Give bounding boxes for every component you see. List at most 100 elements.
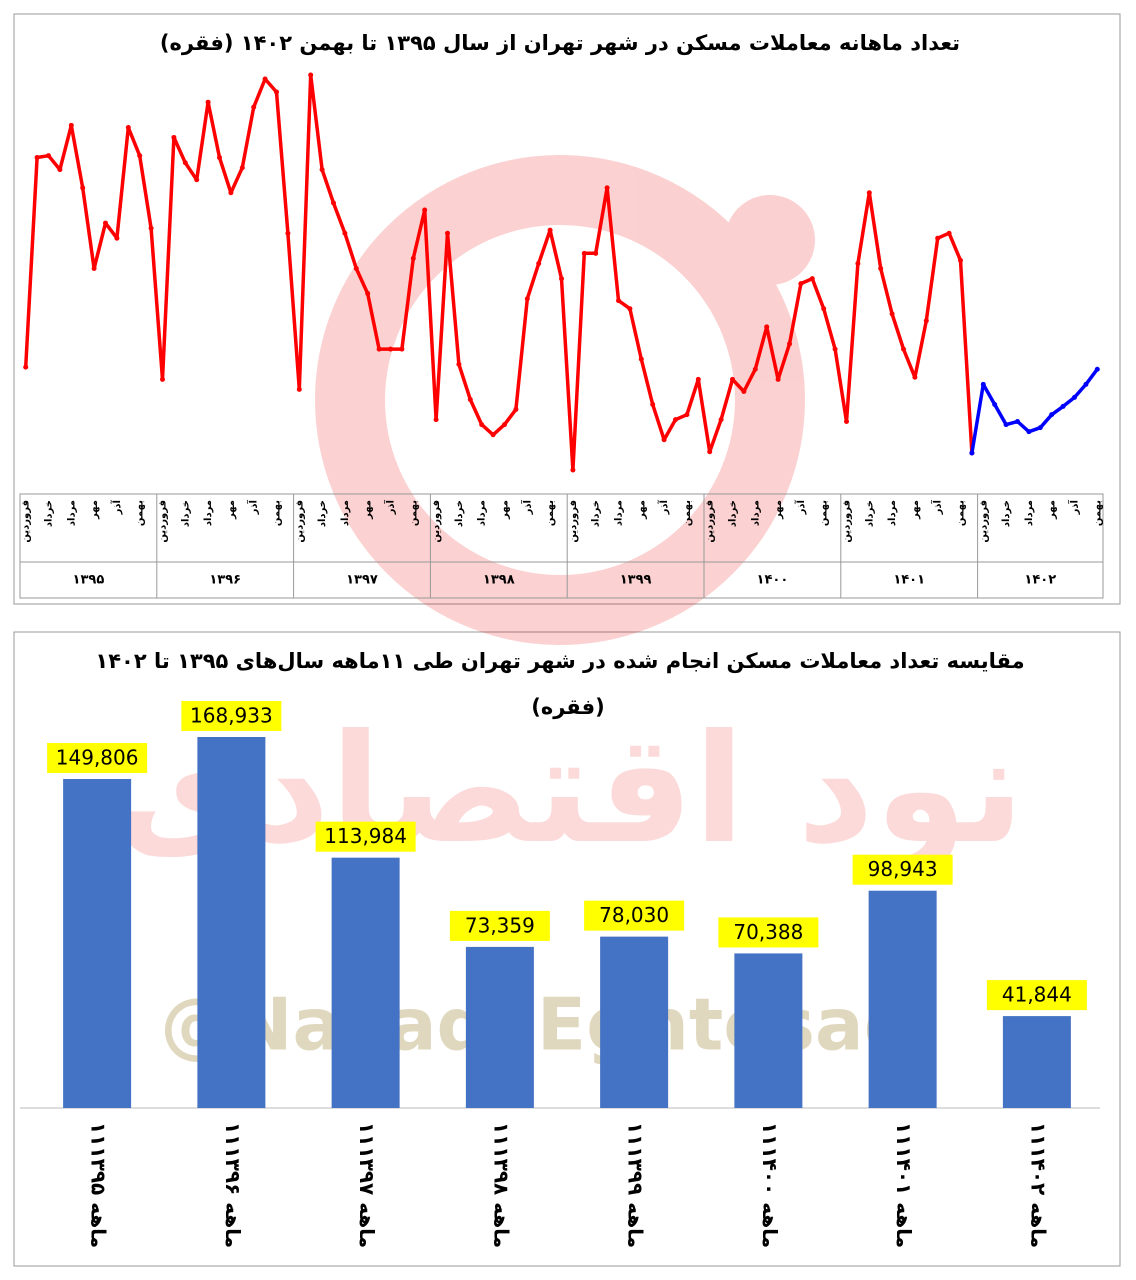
data-point — [855, 261, 861, 267]
bar — [734, 953, 803, 1108]
x-tick-label: مرداد — [887, 500, 898, 526]
data-point — [878, 265, 884, 271]
x-tick-label: خرداد — [44, 500, 55, 527]
data-point — [798, 281, 804, 287]
data-point — [342, 230, 348, 236]
x-tick-label: مرداد — [66, 500, 77, 526]
x-tick-label: خرداد — [317, 500, 328, 527]
data-point — [536, 261, 542, 267]
value-label-bg — [852, 854, 953, 885]
x-tick-label: آذر — [657, 499, 670, 515]
data-point — [399, 346, 405, 352]
x-tick-label: مهر — [910, 500, 921, 520]
x-tick-label: ۱۱ماهه ۱۴۰۱ — [892, 1122, 916, 1248]
data-point — [570, 467, 576, 473]
data-point — [91, 265, 97, 271]
data-point — [684, 412, 690, 418]
year-label: ۱۳۹۵ — [73, 573, 105, 588]
x-tick-label: مهر — [500, 500, 511, 520]
data-point — [912, 374, 918, 380]
data-point — [114, 235, 120, 241]
x-tick-label: خرداد — [1001, 500, 1012, 527]
data-point — [80, 185, 86, 191]
data-point — [217, 155, 222, 161]
value-label: 70,388 — [733, 920, 803, 944]
x-tick-label: مرداد — [750, 500, 761, 526]
data-point — [182, 160, 188, 166]
x-tick-label: مهر — [1047, 500, 1058, 520]
bar — [600, 936, 669, 1108]
data-point — [433, 417, 439, 423]
data-point — [57, 167, 63, 173]
x-tick-label: فروردین — [568, 500, 579, 543]
data-point — [285, 230, 291, 236]
x-tick-label: آذر — [1068, 499, 1081, 515]
value-label: 98,943 — [868, 857, 938, 881]
data-point — [319, 167, 325, 173]
data-point — [889, 311, 895, 317]
logo-shape — [315, 155, 805, 645]
value-label-bg — [47, 743, 148, 774]
x-tick-label: بهمن — [956, 500, 967, 526]
data-point — [832, 346, 838, 352]
bar — [868, 890, 937, 1108]
data-point — [650, 401, 656, 407]
year-label: ۱۴۰۲ — [1024, 573, 1056, 588]
bar — [63, 779, 132, 1108]
data-point — [1015, 419, 1020, 425]
x-tick-label: مهر — [773, 500, 784, 520]
data-point — [1049, 412, 1055, 418]
data-point — [1037, 425, 1043, 431]
x-tick-label: ۱۱ماهه ۱۳۹۶ — [221, 1122, 245, 1248]
data-point — [593, 250, 599, 256]
x-tick-label: آذر — [520, 499, 533, 515]
x-tick-label: آذر — [247, 499, 260, 515]
x-tick-label: ۱۱ماهه ۱۳۹۹ — [624, 1122, 648, 1248]
chart-frame — [13, 631, 1121, 1267]
x-tick-label: فروردین — [21, 500, 32, 543]
x-tick-label: آذر — [931, 499, 944, 515]
data-point — [946, 230, 952, 236]
x-tick-label: مهر — [363, 500, 374, 520]
x-tick-label: مرداد — [203, 500, 214, 526]
handle-watermark: @NavadeEghtesadi — [160, 983, 940, 1067]
x-tick-label: فروردین — [978, 500, 989, 543]
data-point — [262, 76, 268, 82]
data-point — [524, 296, 530, 302]
data-point — [308, 72, 314, 78]
data-point — [296, 386, 302, 392]
data-point — [365, 291, 371, 297]
data-point — [707, 449, 713, 455]
data-point — [23, 364, 29, 370]
value-label: 78,030 — [599, 903, 669, 927]
data-point — [502, 422, 507, 428]
x-tick-label: خرداد — [454, 500, 465, 527]
brand-watermark: نود اقتصادی — [115, 703, 1024, 878]
data-point — [1083, 381, 1089, 387]
data-point — [980, 381, 986, 387]
data-point — [160, 376, 165, 382]
data-point — [148, 225, 154, 231]
data-point — [844, 419, 849, 425]
chart-frame — [13, 13, 1121, 605]
data-point — [1003, 422, 1009, 428]
x-tick-label: فروردین — [158, 500, 169, 543]
x-tick-label: آذر — [110, 499, 123, 515]
value-label: 113,984 — [324, 824, 407, 848]
x-tick-label: ۱۱ماهه ۱۴۰۰ — [758, 1122, 782, 1248]
data-point — [730, 376, 735, 382]
data-point — [923, 318, 929, 324]
value-label: 168,933 — [190, 704, 273, 728]
data-point — [513, 406, 519, 412]
x-tick-label: خرداد — [864, 500, 875, 527]
data-point — [559, 276, 564, 282]
data-point — [616, 298, 621, 304]
series-line — [23, 73, 974, 472]
data-point — [410, 255, 416, 261]
data-point — [445, 230, 450, 236]
series-line — [970, 368, 1099, 454]
bar — [331, 857, 400, 1108]
value-label-bg — [181, 701, 282, 731]
data-point — [194, 177, 200, 183]
x-tick-label: خرداد — [591, 500, 602, 527]
